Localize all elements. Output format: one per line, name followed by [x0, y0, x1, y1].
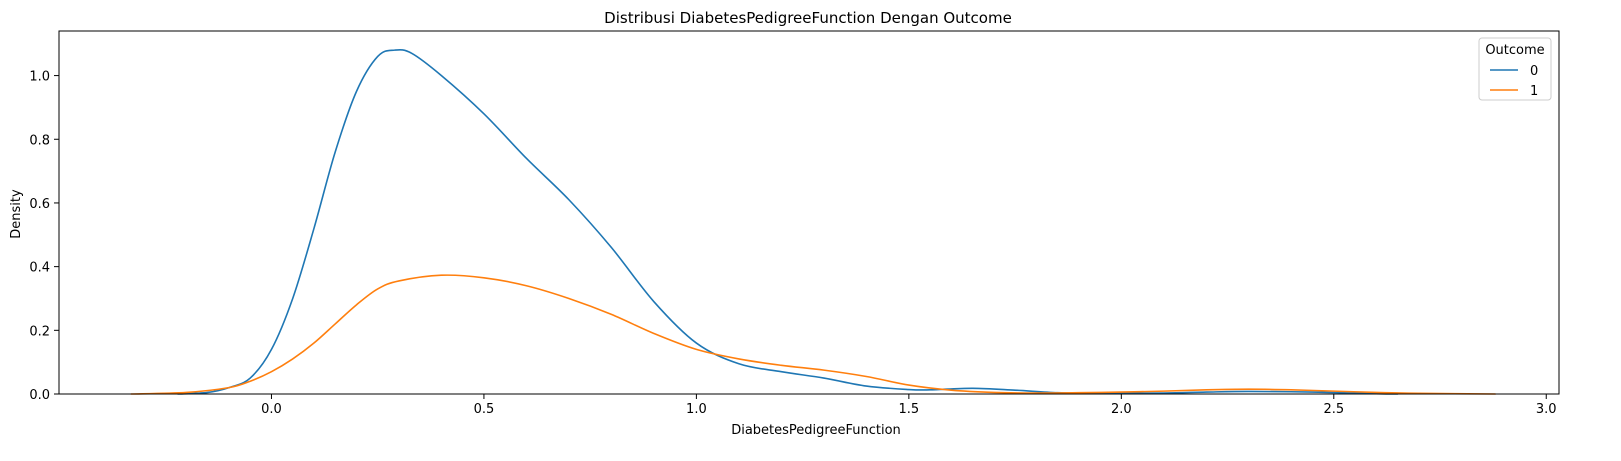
plot-frame [58, 30, 1560, 395]
legend-entries: 01 [1490, 64, 1538, 99]
y-tick-label: 0.2 [29, 324, 50, 339]
y-axis-label: Density [9, 189, 24, 239]
x-tick-label: 2.0 [1111, 402, 1132, 417]
x-tick-label: 3.0 [1536, 402, 1557, 417]
legend-title: Outcome [1485, 43, 1544, 58]
x-tick-label: 1.5 [899, 402, 920, 417]
x-axis-label: DiabetesPedigreeFunction [731, 423, 901, 438]
y-tick-label: 0.4 [29, 261, 50, 276]
series-line-0 [177, 48, 1399, 395]
series-lines [130, 48, 1497, 395]
y-tick-label: 0.0 [29, 388, 50, 403]
legend-label-1: 1 [1530, 84, 1538, 99]
legend-box [1478, 37, 1552, 101]
y-tick-label: 0.6 [29, 197, 50, 212]
legend-label-0: 0 [1530, 64, 1538, 79]
x-tick-label: 0.5 [474, 402, 495, 417]
chart-title: Distribusi DiabetesPedigreeFunction Deng… [604, 9, 1012, 27]
y-tick-label: 0.8 [29, 133, 50, 148]
y-ticks: 0.0 0.2 0.4 0.6 0.8 1.0 [29, 70, 59, 403]
x-tick-label: 2.5 [1323, 402, 1344, 417]
series-line-1 [130, 274, 1497, 395]
y-tick-label: 1.0 [29, 70, 50, 85]
x-tick-label: 1.0 [686, 402, 707, 417]
legend: Outcome 01 [1478, 37, 1552, 101]
x-tick-label: 0.0 [261, 402, 282, 417]
x-ticks: 0.0 0.5 1.0 1.5 2.0 2.5 3.0 [261, 394, 1557, 417]
